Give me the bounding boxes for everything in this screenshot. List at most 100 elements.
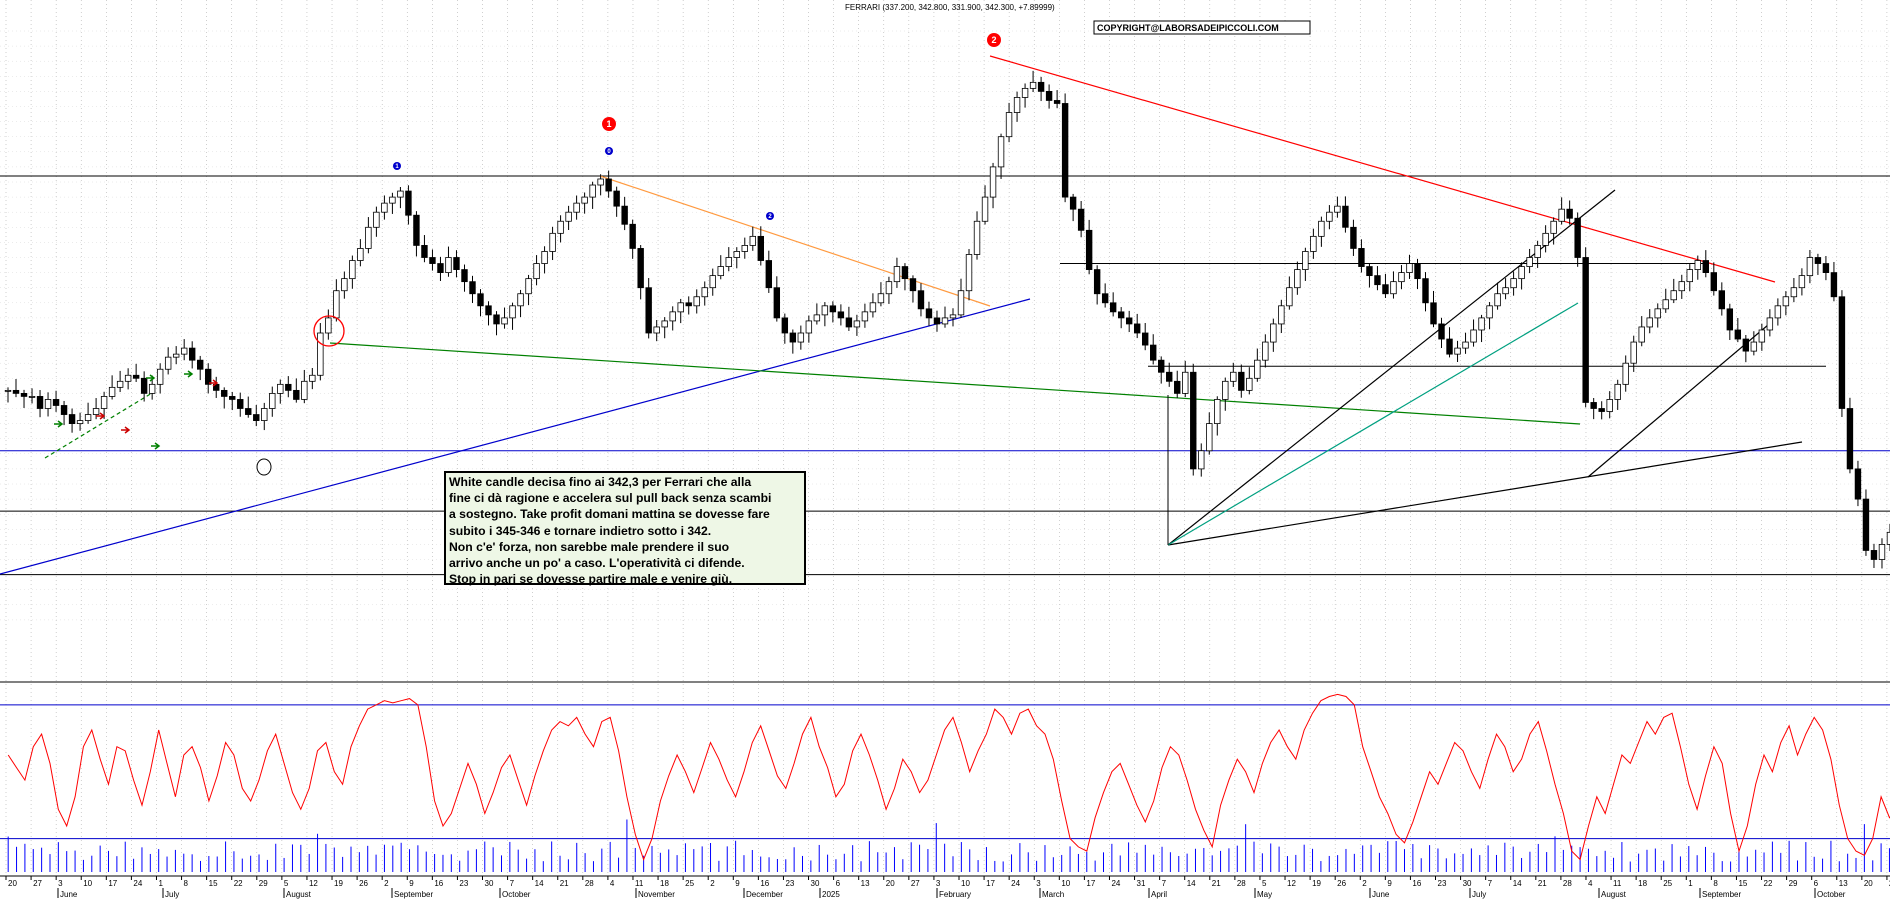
- candle-down: [229, 396, 236, 400]
- candle-down: [437, 263, 444, 274]
- candle-down: [1854, 468, 1862, 500]
- candle-up: [1470, 329, 1477, 343]
- candle-down: [1045, 91, 1053, 101]
- day-tick-label: 18: [1638, 879, 1647, 888]
- day-tick-label: 16: [1412, 879, 1421, 888]
- candle-down: [1838, 296, 1846, 409]
- candle-up: [84, 414, 92, 421]
- candle-up: [301, 380, 308, 400]
- day-tick-label: 5: [1262, 879, 1267, 888]
- candle-up: [965, 254, 973, 292]
- chart-title: FERRARI (337.200, 342.800, 331.900, 342.…: [845, 3, 1055, 12]
- day-tick-label: 25: [685, 879, 694, 888]
- day-tick-label: 27: [33, 879, 42, 888]
- candle-down: [52, 399, 60, 406]
- candle-down: [20, 392, 28, 397]
- candle-down: [1446, 338, 1453, 355]
- candle-down: [1710, 272, 1718, 292]
- candle-up: [1182, 371, 1189, 394]
- month-tick-label: August: [286, 890, 312, 899]
- candle-up: [701, 287, 708, 298]
- day-tick-label: 26: [359, 879, 368, 888]
- orange-downtrend-line: [599, 175, 991, 307]
- marker-blue-2-dot: [766, 212, 774, 220]
- day-tick-label: 28: [1237, 879, 1246, 888]
- candle-down: [1077, 208, 1085, 231]
- day-tick-label: 27: [911, 879, 920, 888]
- candle-down: [1109, 302, 1117, 313]
- day-tick-label: 20: [1864, 879, 1873, 888]
- candle-up: [28, 396, 36, 398]
- candle-down: [1101, 293, 1109, 304]
- candle-up: [669, 311, 676, 322]
- candle-up: [341, 278, 348, 292]
- candle-down: [68, 414, 76, 425]
- candle-down: [205, 368, 212, 385]
- candle-up: [1782, 296, 1790, 307]
- month-tick-label: October: [502, 890, 531, 899]
- candle-up: [1630, 341, 1637, 364]
- candle-up: [1214, 399, 1221, 425]
- candle-up: [269, 392, 276, 409]
- candle-down: [901, 266, 909, 280]
- day-tick-label: 4: [610, 879, 615, 888]
- candle-up: [148, 383, 156, 394]
- candle-up: [1686, 269, 1693, 283]
- candle-up: [1021, 87, 1029, 98]
- candle-up: [981, 196, 989, 222]
- candle-up: [4, 389, 12, 392]
- candle-up: [1286, 287, 1293, 307]
- candle-up: [365, 226, 372, 249]
- price-candles: [4, 70, 1890, 569]
- month-tick-label: December: [746, 890, 783, 899]
- day-tick-label: 24: [1011, 879, 1020, 888]
- day-tick-label: 6: [836, 879, 841, 888]
- day-tick-label: 25: [1663, 879, 1672, 888]
- marker-red-1-label: 1: [606, 119, 611, 129]
- candle-up: [1806, 257, 1814, 277]
- candle-down: [413, 214, 420, 246]
- oscillator-line: [7, 693, 1890, 861]
- signal-arrow: [151, 442, 161, 450]
- candle-up: [1774, 305, 1782, 319]
- black-circle-marker: [256, 458, 272, 476]
- candle-down: [829, 305, 837, 313]
- candle-up: [1462, 341, 1469, 349]
- candle-up: [749, 235, 756, 246]
- candle-down: [1414, 263, 1421, 280]
- signal-arrow: [184, 370, 194, 378]
- candle-up: [1510, 278, 1517, 289]
- candle-up: [1398, 272, 1405, 283]
- day-tick-label: 24: [133, 879, 142, 888]
- day-tick-label: 10: [961, 879, 970, 888]
- day-tick-label: 15: [1738, 879, 1747, 888]
- candle-up: [1614, 383, 1621, 400]
- day-tick-label: 22: [234, 879, 243, 888]
- candle-up: [1518, 266, 1525, 280]
- candle-up: [156, 368, 164, 385]
- candle-down: [629, 223, 636, 249]
- day-tick-label: 10: [1061, 879, 1070, 888]
- candle-up: [76, 420, 84, 424]
- candle-up: [997, 136, 1005, 168]
- day-tick-label: 15: [209, 879, 218, 888]
- candle-up: [44, 399, 52, 409]
- day-tick-label: 6: [1814, 879, 1819, 888]
- candle-down: [1870, 550, 1878, 560]
- candle-up: [1798, 275, 1806, 289]
- blue-uptrend-line: [0, 298, 1031, 575]
- day-tick-label: 7: [510, 879, 515, 888]
- month-tick-label: March: [1042, 890, 1064, 899]
- candle-down: [637, 248, 644, 289]
- candle-down: [1174, 380, 1181, 394]
- day-tick-label: 28: [585, 879, 594, 888]
- candle-up: [725, 257, 732, 267]
- candle-up: [885, 281, 893, 295]
- candle-down: [685, 302, 692, 307]
- candle-down: [1061, 103, 1069, 198]
- day-tick-label: 3: [58, 879, 63, 888]
- candle-up: [1478, 317, 1485, 331]
- day-tick-label: 11: [635, 879, 644, 888]
- red-downtrend-line: [989, 55, 1776, 283]
